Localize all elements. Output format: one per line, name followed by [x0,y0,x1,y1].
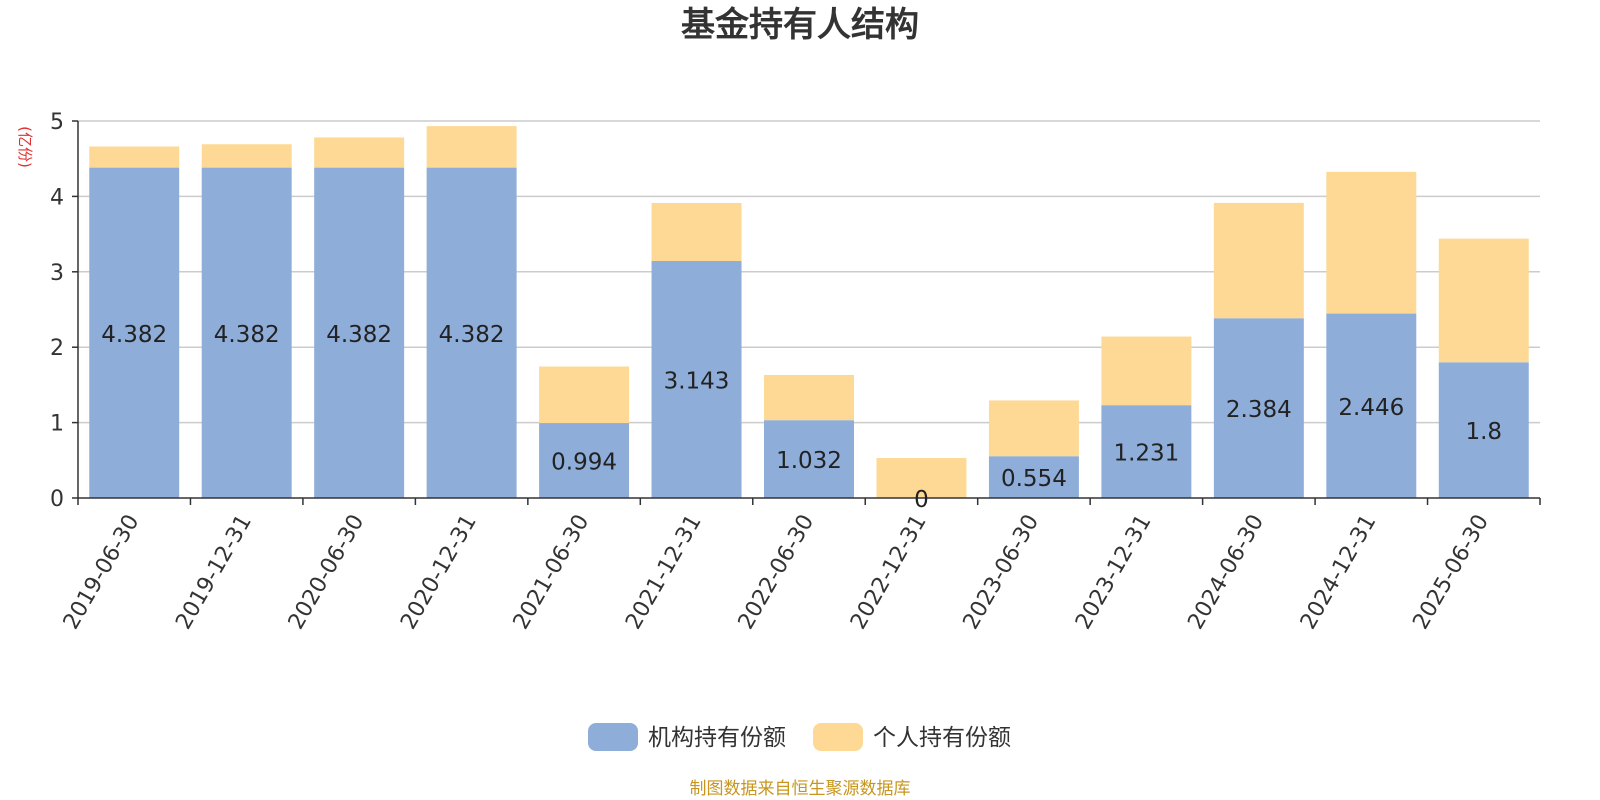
bar-individual [1438,238,1529,363]
bar-individual [89,146,180,168]
bar-individual [876,458,967,498]
bar-value-label: 0 [914,487,929,513]
bar-institutional [1438,362,1529,498]
bar-individual [988,400,1079,457]
bar-value-label: 4.382 [326,322,392,348]
bar-individual [651,202,742,262]
legend-label[interactable]: 个人持有份额 [873,725,1011,751]
x-tick-label: 2019-12-31 [171,511,257,634]
bar-value-label: 0.994 [551,450,617,476]
bar-value-label: 1.8 [1465,419,1502,445]
bar-individual [539,366,630,424]
x-tick-label: 2024-06-30 [1183,511,1269,634]
bar-institutional [651,261,742,498]
source-note: 制图数据来自恒生聚源数据库 [690,779,911,799]
bar-value-label: 2.384 [1226,397,1292,423]
y-tick-label: 5 [50,110,64,135]
y-tick-label: 2 [50,336,64,361]
x-tick-label: 2022-06-30 [734,511,820,634]
y-tick-label: 1 [50,412,64,437]
x-tick-label: 2021-06-30 [509,511,595,634]
bar-value-label: 0.554 [1001,466,1067,492]
data-labels: 4.382 4.382 4.382 4.382 0.994 3.143 1.032 0 0.55… [101,322,1502,513]
x-tick-label: 2019-06-30 [59,511,145,634]
bars [89,126,1529,498]
bar-individual [1101,336,1192,406]
bar-institutional [539,423,630,498]
bar-institutional [201,167,292,498]
x-tick-label: 2023-12-31 [1071,511,1157,634]
legend-swatch[interactable] [588,723,638,751]
legend-label[interactable]: 机构持有份额 [648,725,786,751]
bar-individual [426,126,517,168]
y-tick-label: 3 [50,261,64,286]
bar-individual [1213,202,1304,319]
y-axis-unit-label: (亿份) [16,126,34,168]
bar-institutional [764,420,854,498]
bar-individual [1326,171,1417,314]
x-tick-label: 2024-12-31 [1296,511,1382,634]
bar-institutional [1101,405,1192,498]
bar-value-label: 1.231 [1113,441,1179,467]
bar-institutional [988,456,1079,498]
legend-swatch[interactable] [813,723,863,751]
bar-individual [201,144,292,168]
bar-individual [314,137,405,168]
bar-institutional [89,167,180,498]
bar-value-label: 1.032 [776,448,842,474]
x-tick-label: 2023-06-30 [959,511,1045,634]
x-tick-label: 2025-06-30 [1408,511,1494,634]
bar-value-label: 4.382 [101,322,167,348]
bar-value-label: 4.382 [214,322,280,348]
x-tick-label: 2020-12-31 [396,510,482,633]
x-tick-label: 2022-12-31 [846,511,932,634]
legend[interactable]: 机构持有份额 个人持有份额 [588,723,1011,751]
y-tick-label: 0 [50,487,64,512]
bar-value-label: 4.382 [439,322,505,348]
bar-institutional [1326,313,1417,498]
bar-institutional [314,167,405,498]
x-tick-label: 2021-12-31 [621,511,707,634]
bar-individual [764,374,854,421]
bar-institutional [426,167,517,498]
bar-institutional [1213,318,1304,498]
y-tick-label: 4 [50,185,64,210]
x-tick-label: 2020-06-30 [284,511,370,634]
bar-value-label: 3.143 [664,369,730,395]
chart-title: 基金持有人结构 [681,5,919,45]
bar-value-label: 2.446 [1338,395,1404,421]
